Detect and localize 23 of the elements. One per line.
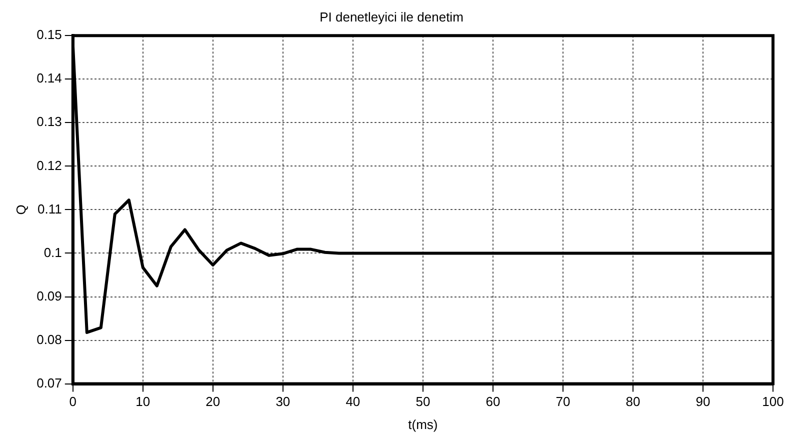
y-tick-label: 0.1 (44, 244, 62, 260)
x-tick-label: 90 (696, 394, 710, 410)
x-tick-label: 30 (276, 394, 290, 410)
y-tick-label: 0.14 (36, 70, 62, 86)
x-tick-label: 20 (206, 394, 220, 410)
x-tick-label: 80 (626, 394, 640, 410)
x-tick-label: 0 (69, 394, 77, 410)
y-tick-label: 0.08 (36, 332, 62, 347)
y-tick-label: 0.12 (36, 158, 62, 173)
x-tick-label: 40 (346, 394, 360, 410)
x-tick-label: 50 (416, 394, 430, 410)
y-tick-label: 0.15 (36, 27, 62, 42)
y-tick-label: 0.11 (38, 201, 62, 216)
y-tick-label: 0.13 (36, 114, 62, 130)
x-tick-label: 70 (556, 394, 570, 410)
y-axis-title: Q (13, 204, 28, 215)
x-tick-label: 100 (762, 394, 784, 410)
x-tick-label: 10 (136, 394, 150, 410)
x-axis-title: t(ms) (408, 416, 438, 432)
y-tick-label: 0.09 (36, 288, 62, 304)
x-tick-label: 60 (486, 394, 500, 410)
y-tick-label: 0.07 (36, 375, 62, 390)
chart-title: PI denetleyici ile denetim (320, 9, 464, 24)
